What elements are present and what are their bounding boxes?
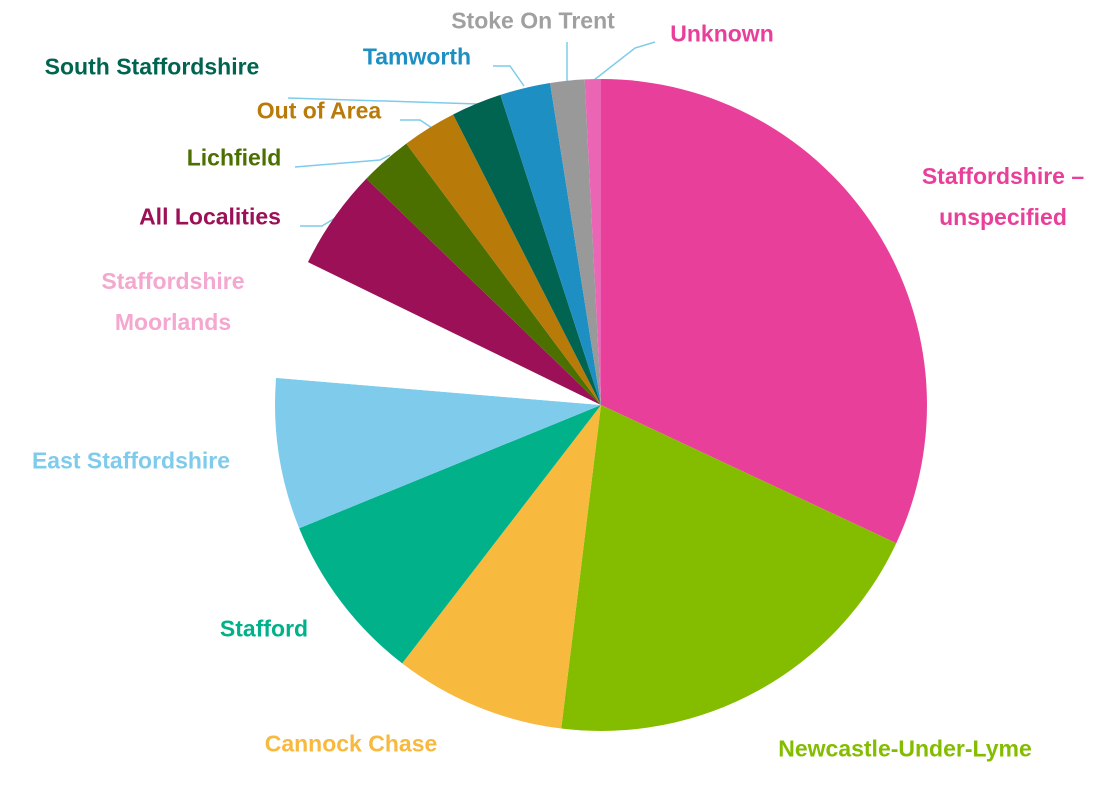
pie-slice: [366, 143, 601, 405]
pie-slice: [500, 83, 601, 405]
pie-slice: [601, 79, 927, 544]
leader-lines: [287, 41, 656, 227]
pie-slice: [276, 262, 601, 405]
pie-slice: [406, 114, 601, 406]
slice-label: Newcastle-Under-Lyme: [778, 735, 1032, 762]
slice-label: All Localities: [139, 203, 281, 230]
leader-line: [294, 154, 391, 168]
pie-slice: [561, 405, 897, 732]
leader-line: [400, 119, 433, 129]
pie-slice: [550, 79, 601, 406]
slice-label: Unknown: [670, 20, 774, 47]
slice-label: Cannock Chase: [264, 730, 438, 757]
pie-slice: [584, 79, 601, 405]
pie-slice: [274, 377, 601, 529]
leader-line: [287, 97, 479, 105]
pie-slice: [453, 94, 601, 405]
slices: [274, 79, 927, 732]
slice-label: Stoke On Trent: [451, 7, 615, 34]
pie-slice: [402, 405, 601, 729]
slice-label: Staffordshire Moorlands: [101, 268, 245, 335]
slice-label: Staffordshire – unspecified: [921, 163, 1085, 230]
slice-label: Lichfield: [186, 144, 282, 171]
slice-label: Stafford: [219, 615, 309, 642]
leader-line: [593, 41, 656, 81]
slice-label: Out of Area: [256, 97, 382, 124]
leader-line: [493, 65, 525, 87]
pie-slice: [307, 178, 601, 405]
slice-label: East Staffordshire: [31, 447, 231, 474]
pie-slice: [299, 405, 601, 664]
slice-label: South Staffordshire: [44, 53, 260, 80]
slice-label: Tamworth: [362, 43, 472, 70]
